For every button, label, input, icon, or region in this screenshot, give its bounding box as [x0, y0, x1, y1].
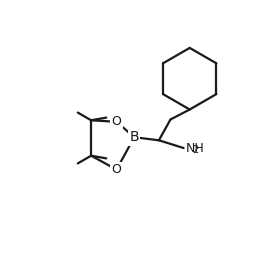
Text: O: O — [112, 115, 122, 128]
Text: B: B — [129, 130, 139, 144]
Text: O: O — [112, 163, 122, 176]
Text: 2: 2 — [192, 145, 199, 155]
Text: NH: NH — [186, 141, 205, 155]
